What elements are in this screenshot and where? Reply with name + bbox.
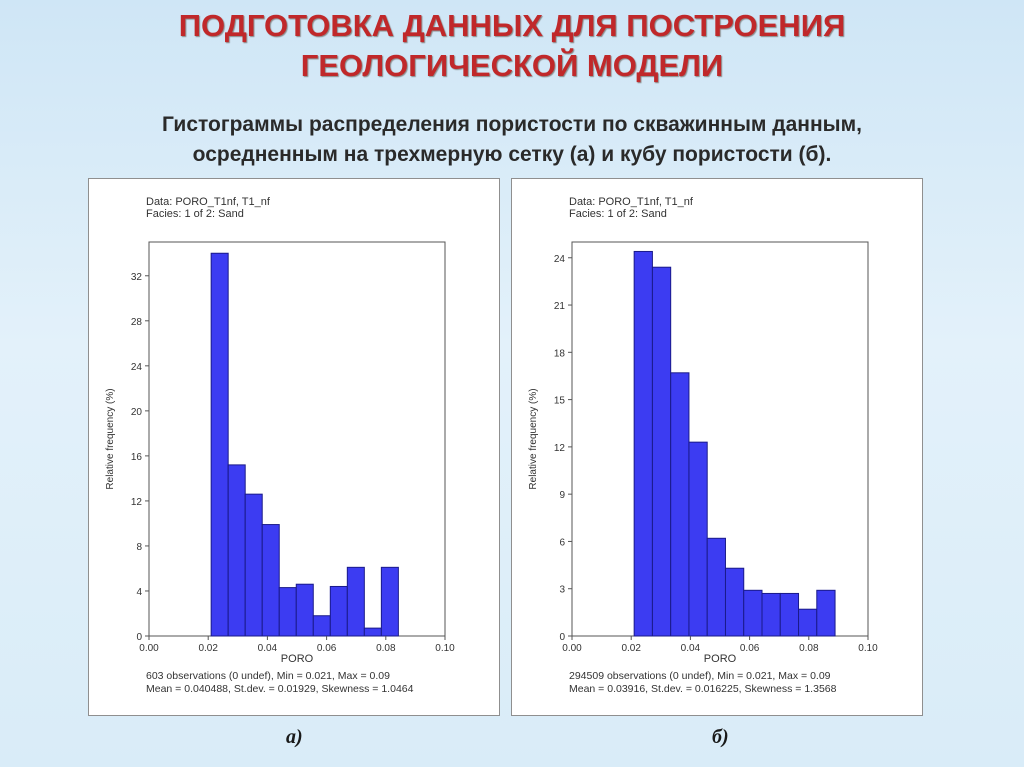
- histogram-bar: [724, 567, 745, 637]
- data-label: Data: PORO_T1nf, T1_nf: [569, 196, 694, 208]
- caption-b: б): [712, 726, 729, 748]
- y-tick-label: 21: [554, 301, 566, 312]
- stats-line-2: Mean = 0.03916, St.dev. = 0.016225, Skew…: [569, 683, 837, 695]
- y-tick-label: 8: [136, 542, 142, 553]
- caption-a: а): [286, 726, 303, 748]
- slide-subtitle-line-1: Гистограммы распределения пористости по …: [162, 113, 862, 136]
- y-tick-label: 4: [136, 587, 142, 598]
- x-tick-label: 0.08: [799, 643, 819, 654]
- histogram-bar: [688, 441, 708, 637]
- y-tick-label: 15: [554, 396, 566, 407]
- y-tick-label: 3: [559, 585, 565, 596]
- y-tick-label: 16: [131, 452, 143, 463]
- plot-frame: [148, 241, 446, 637]
- histogram-bar: [312, 615, 331, 637]
- histogram-bar: [227, 464, 246, 637]
- x-axis-label: PORO: [281, 653, 314, 665]
- slide-title: ПОДГОТОВКА ДАННЫХ ДЛЯ ПОСТРОЕНИЯ ГЕОЛОГИ…: [0, 6, 1024, 86]
- x-tick-label: 0.04: [258, 643, 278, 654]
- slide-title-line-2: ГЕОЛОГИЧЕСКОЙ МОДЕЛИ: [300, 48, 724, 83]
- y-tick-label: 18: [554, 348, 566, 359]
- y-tick-label: 24: [554, 254, 566, 265]
- x-axis-label: PORO: [704, 653, 737, 665]
- x-tick-label: 0.00: [139, 643, 159, 654]
- histogram-bar: [779, 592, 800, 637]
- histogram-bar: [295, 583, 314, 637]
- histogram-bar: [651, 266, 672, 637]
- slide-title-line-1: ПОДГОТОВКА ДАННЫХ ДЛЯ ПОСТРОЕНИЯ: [178, 8, 846, 43]
- x-tick-label: 0.04: [681, 643, 701, 654]
- histogram-bar: [633, 250, 653, 637]
- y-tick-label: 12: [131, 497, 143, 508]
- slide-subtitle: Гистограммы распределения пористости по …: [0, 110, 1024, 170]
- y-tick-label: 12: [554, 443, 566, 454]
- histogram-bar: [798, 608, 818, 637]
- histogram-bar: [329, 585, 348, 637]
- histogram-bar: [210, 252, 229, 637]
- histogram-bar: [761, 592, 781, 637]
- stats-line-2: Mean = 0.040488, St.dev. = 0.01929, Skew…: [146, 683, 414, 695]
- y-tick-label: 20: [131, 407, 143, 418]
- stats-line-1: 294509 observations (0 undef), Min = 0.0…: [569, 670, 831, 682]
- y-tick-label: 32: [131, 272, 143, 283]
- y-axis-label: Relative frequency (%): [528, 388, 539, 489]
- data-label: Data: PORO_T1nf, T1_nf: [146, 196, 271, 208]
- x-tick-label: 0.10: [435, 643, 455, 654]
- x-tick-label: 0.02: [621, 643, 641, 654]
- y-tick-label: 9: [559, 490, 565, 501]
- histogram-bar: [261, 524, 280, 637]
- histogram-bar: [670, 372, 690, 637]
- y-tick-label: 6: [559, 537, 565, 548]
- histogram-bar: [244, 493, 263, 637]
- stats-line-1: 603 observations (0 undef), Min = 0.021,…: [146, 670, 390, 682]
- x-tick-label: 0.08: [376, 643, 396, 654]
- x-tick-label: 0.00: [562, 643, 582, 654]
- y-tick-label: 0: [136, 632, 142, 643]
- x-tick-label: 0.10: [858, 643, 878, 654]
- y-axis-label: Relative frequency (%): [105, 388, 116, 489]
- x-tick-label: 0.06: [317, 643, 337, 654]
- facies-label: Facies: 1 of 2: Sand: [569, 208, 667, 220]
- y-tick-label: 28: [131, 317, 143, 328]
- histogram-bar: [816, 589, 836, 637]
- slide-subtitle-line-2: осредненным на трехмерную сетку (а) и ку…: [192, 143, 832, 166]
- histogram-panel-b: Data: PORO_T1nf, T1_nf Facies: 1 of 2: Sa…: [511, 178, 923, 716]
- histogram-bar: [346, 566, 365, 637]
- x-tick-label: 0.02: [198, 643, 218, 654]
- x-tick-label: 0.06: [740, 643, 760, 654]
- histogram-bar: [278, 587, 297, 637]
- y-tick-label: 24: [131, 362, 143, 373]
- histogram-panel-a: Data: PORO_T1nf, T1_nf Facies: 1 of 2: Sa…: [88, 178, 500, 716]
- histogram-bar: [380, 566, 399, 637]
- histogram-bar: [706, 537, 726, 637]
- histogram-bar: [363, 627, 382, 637]
- facies-label: Facies: 1 of 2: Sand: [146, 208, 244, 220]
- y-tick-label: 0: [559, 632, 565, 643]
- histogram-bar: [743, 589, 763, 637]
